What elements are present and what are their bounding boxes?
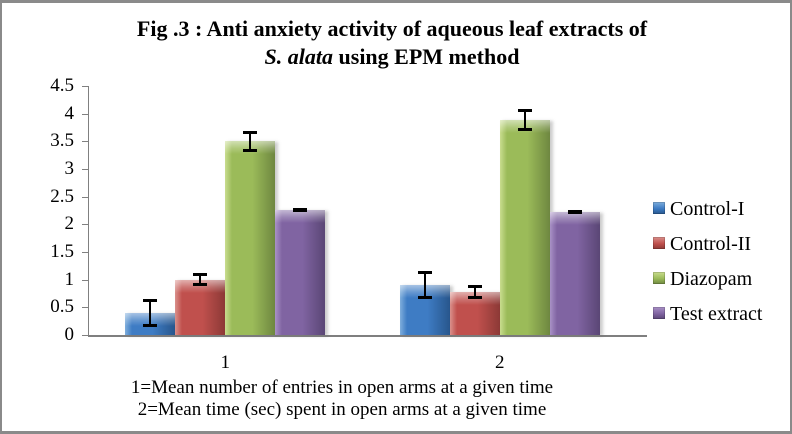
chart-title-species: S. alata <box>264 44 334 69</box>
error-bar-cap-top <box>243 130 258 134</box>
error-bar <box>243 130 258 152</box>
y-axis-line <box>88 86 89 335</box>
y-tick-label: 1.5 <box>50 241 74 262</box>
error-bar-cap-top <box>417 271 432 275</box>
chart-title-line1: Fig .3 : Anti anxiety activity of aqueou… <box>136 16 648 41</box>
y-tick-label: 1 <box>64 268 75 290</box>
chart-title-line2-rest: using EPM method <box>333 44 520 69</box>
error-bar-cap-bottom <box>193 283 208 287</box>
legend-swatch <box>653 202 665 214</box>
bar-control-ii-cat2 <box>449 291 500 335</box>
legend-label: Diazopam <box>670 268 753 290</box>
error-bar <box>567 209 582 215</box>
error-bar-cap-top <box>143 299 158 303</box>
error-bar-stem <box>473 284 476 300</box>
plot-area: 0 0.5 1 1.5 2 2.5 3 3.5 4 4.5 1 2 <box>50 76 790 385</box>
axis-footnotes: 1=Mean number of entries in open arms at… <box>30 377 654 421</box>
error-bar <box>467 284 482 300</box>
error-bar-stem <box>199 273 202 287</box>
y-tick-label: 2.5 <box>50 185 74 207</box>
y-tick-label: 3.5 <box>50 130 74 152</box>
legend-label: Test extract <box>670 303 763 325</box>
y-tick-label: 2 <box>64 213 75 235</box>
y-tick-mark <box>82 335 88 336</box>
error-bar-cap-bottom <box>143 323 158 327</box>
error-bar-cap-top <box>467 284 482 288</box>
y-tick-mark <box>82 252 88 253</box>
bar-test-extract-cat2 <box>549 212 600 335</box>
y-tick-mark <box>82 86 88 87</box>
y-tick-mark <box>82 279 88 281</box>
x-axis-line <box>88 335 647 337</box>
x-tick-label-2: 2 <box>495 352 505 373</box>
y-tick-mark <box>82 196 88 198</box>
error-bar-cap-bottom <box>243 148 258 152</box>
y-tick-mark <box>82 169 88 170</box>
error-bar-cap-bottom <box>517 128 532 132</box>
y-tick-mark <box>82 224 88 226</box>
error-bar-cap-bottom <box>567 211 582 215</box>
legend-swatch <box>653 237 665 249</box>
legend-label: Control-I <box>670 198 745 220</box>
error-bar-cap-bottom <box>467 296 482 300</box>
footnote-line1: 1=Mean number of entries in open arms at… <box>130 377 554 398</box>
error-bar <box>293 208 308 212</box>
bar-diazopam-cat1 <box>225 141 276 335</box>
footnote-line2: 2=Mean time (sec) spent in open arms at … <box>137 399 547 420</box>
error-bar-stem <box>523 109 526 132</box>
y-tick-mark <box>82 307 88 309</box>
legend-swatch <box>653 307 665 319</box>
error-bar-cap-bottom <box>417 296 432 300</box>
error-bar-cap-bottom <box>293 208 308 212</box>
y-tick-label: 0 <box>64 324 75 345</box>
y-tick-label: 0.5 <box>50 296 74 318</box>
error-bar <box>143 299 158 327</box>
y-tick-label: 4.5 <box>50 75 74 96</box>
chart-title-line2: S. alata using EPM method <box>62 43 722 71</box>
error-bar <box>417 271 432 300</box>
y-tick-label: 3 <box>64 158 75 179</box>
y-tick-mark <box>82 113 88 115</box>
error-bar-stem <box>423 271 426 300</box>
legend-swatch <box>653 272 665 284</box>
y-tick-label: 4 <box>64 102 75 124</box>
chart-title: Fig .3 : Anti anxiety activity of aqueou… <box>62 15 722 71</box>
error-bar-stem <box>249 130 252 152</box>
bar-diazopam-cat2 <box>499 120 550 335</box>
y-tick-mark <box>82 141 88 143</box>
bar-test-extract-cat1 <box>275 209 326 335</box>
error-bar-cap-top <box>193 273 208 277</box>
error-bar <box>193 273 208 287</box>
error-bar-stem <box>149 299 152 327</box>
error-bar-cap-top <box>517 109 532 113</box>
error-bar <box>517 109 532 132</box>
bar-control-ii-cat1 <box>175 279 226 335</box>
x-tick-label-1: 1 <box>220 352 231 373</box>
legend-label: Control-II <box>670 233 752 255</box>
